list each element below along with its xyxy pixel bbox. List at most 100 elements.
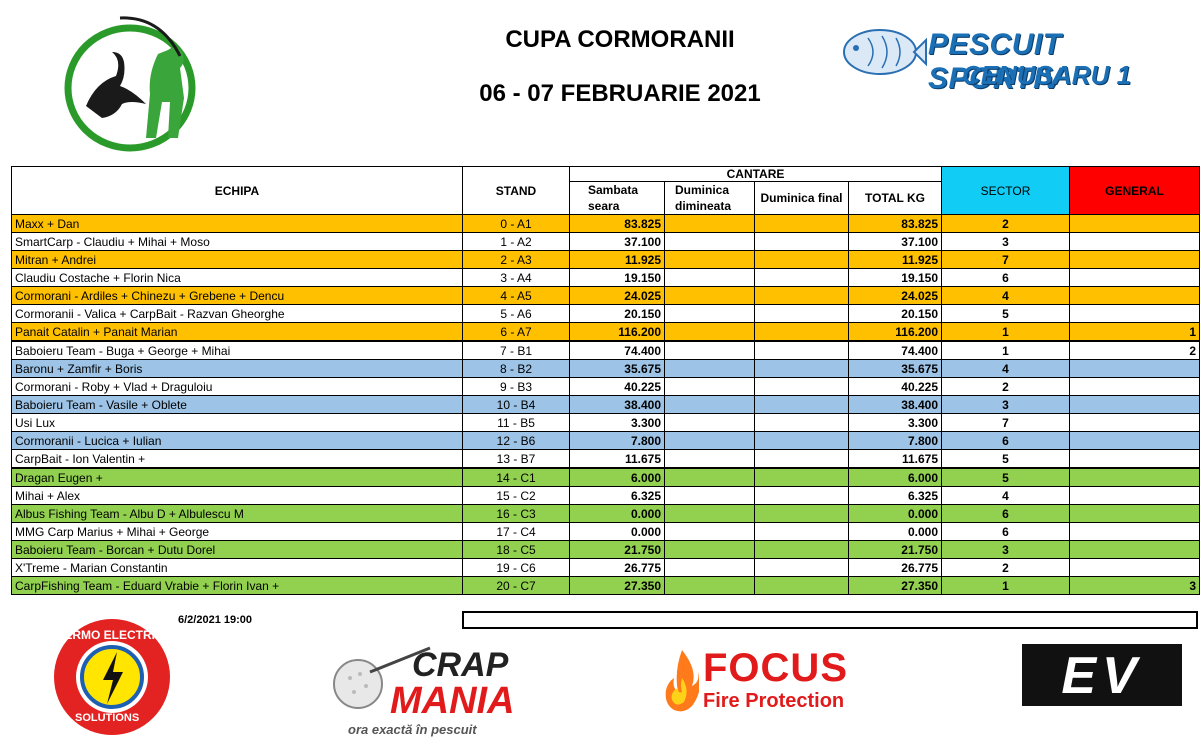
cell-echipa: MMG Carp Marius + Mihai + George: [11, 522, 463, 541]
cell-sector: 1: [941, 322, 1070, 342]
cell-sector: 1: [941, 340, 1070, 360]
results-body: Maxx + Dan 0 - A1 83.825 83.825 2 SmartCarp -…: [11, 214, 1200, 595]
table-row: CarpFishing Team - Eduard Vrabie + Flori…: [11, 576, 1200, 595]
cell-general: [1069, 377, 1200, 396]
cell-general: [1069, 504, 1200, 523]
cell-sambata: 27.350: [569, 576, 665, 595]
cell-sector: 5: [941, 304, 1070, 323]
header-sambata: Sambata seara: [569, 181, 665, 215]
cell-general: [1069, 558, 1200, 577]
cell-duminica-dimineata: [664, 395, 755, 414]
cell-duminica-dimineata: [664, 449, 755, 469]
cell-sector: 2: [941, 214, 1070, 233]
empty-footer-box: [462, 611, 1198, 629]
cell-duminica-final: [754, 395, 849, 414]
sponsor-focus-logo: FOCUS Fire Protection: [665, 646, 895, 718]
cell-echipa: Claudiu Costache + Florin Nica: [11, 268, 463, 287]
termo-top-text: TERMO ELECTRIC: [57, 628, 164, 642]
cell-stand: 3 - A4: [462, 268, 570, 287]
cell-general: [1069, 250, 1200, 269]
cell-total: 38.400: [848, 395, 942, 414]
cell-duminica-dimineata: [664, 431, 755, 450]
cell-duminica-final: [754, 214, 849, 233]
cell-total: 116.200: [848, 322, 942, 342]
cell-sector: 3: [941, 395, 1070, 414]
cell-total: 0.000: [848, 504, 942, 523]
cell-sambata: 35.675: [569, 359, 665, 378]
cell-echipa: Cormoranii - Valica + CarpBait - Razvan …: [11, 304, 463, 323]
cell-duminica-dimineata: [664, 232, 755, 251]
cell-general: [1069, 486, 1200, 505]
cell-sector: 6: [941, 504, 1070, 523]
cell-total: 26.775: [848, 558, 942, 577]
brand-line1: PESCUIT SPORTIV: [928, 28, 1063, 95]
cell-duminica-dimineata: [664, 286, 755, 305]
cell-stand: 18 - C5: [462, 540, 570, 559]
cell-total: 27.350: [848, 576, 942, 595]
cell-stand: 9 - B3: [462, 377, 570, 396]
timestamp: 6/2/2021 19:00: [178, 614, 253, 626]
cell-stand: 11 - B5: [462, 413, 570, 432]
cell-sambata: 38.400: [569, 395, 665, 414]
cell-duminica-final: [754, 232, 849, 251]
cell-stand: 20 - C7: [462, 576, 570, 595]
cell-total: 37.100: [848, 232, 942, 251]
cell-duminica-final: [754, 413, 849, 432]
cell-duminica-dimineata: [664, 340, 755, 360]
cell-sector: 3: [941, 232, 1070, 251]
cell-duminica-dimineata: [664, 214, 755, 233]
cell-duminica-dimineata: [664, 322, 755, 342]
cell-duminica-dimineata: [664, 504, 755, 523]
cell-echipa: Usi Lux: [11, 413, 463, 432]
termo-bottom-text: SOLUTIONS: [75, 712, 140, 724]
cell-sambata: 7.800: [569, 431, 665, 450]
cell-echipa: Cormoranii - Lucica + Iulian: [11, 431, 463, 450]
sponsor-crapmania-logo: CRAP MANIA ora exactă în pescuit: [330, 644, 560, 742]
header-cantare: CANTARE: [569, 166, 942, 182]
cell-duminica-final: [754, 449, 849, 469]
cell-sector: 4: [941, 486, 1070, 505]
cell-sambata: 0.000: [569, 504, 665, 523]
cell-echipa: Mitran + Andrei: [11, 250, 463, 269]
header-stand: STAND: [462, 166, 570, 215]
cell-sector: 6: [941, 268, 1070, 287]
cell-echipa: CarpFishing Team - Eduard Vrabie + Flori…: [11, 576, 463, 595]
cell-duminica-final: [754, 304, 849, 323]
table-row: Claudiu Costache + Florin Nica 3 - A4 19.1…: [11, 268, 1200, 287]
table-row: Baboieru Team - Borcan + Dutu Dorel 18 - …: [11, 540, 1200, 559]
header-general: GENERAL: [1069, 166, 1200, 215]
cell-sector: 6: [941, 522, 1070, 541]
table-row: Mitran + Andrei 2 - A3 11.925 11.925 7: [11, 250, 1200, 269]
results-table: ECHIPA STAND CANTARE SECTOR GENERAL Samb…: [11, 166, 1200, 595]
event-title: CUPA CORMORANII: [505, 26, 735, 53]
table-row: Baboieru Team - Buga + George + Mihai 7 -…: [11, 340, 1200, 360]
cell-stand: 19 - C6: [462, 558, 570, 577]
cell-duminica-final: [754, 250, 849, 269]
cell-echipa: Baboieru Team - Buga + George + Mihai: [11, 340, 463, 360]
club-logo: [50, 10, 215, 155]
cell-stand: 5 - A6: [462, 304, 570, 323]
table-row: X'Treme - Marian Constantin 19 - C6 26.775…: [11, 558, 1200, 577]
cell-stand: 1 - A2: [462, 232, 570, 251]
cell-echipa: Mihai + Alex: [11, 486, 463, 505]
cell-duminica-final: [754, 558, 849, 577]
cell-sector: 7: [941, 250, 1070, 269]
cell-echipa: Baboieru Team - Vasile + Oblete: [11, 395, 463, 414]
table-row: MMG Carp Marius + Mihai + George 17 - C4 0…: [11, 522, 1200, 541]
cell-sambata: 0.000: [569, 522, 665, 541]
cell-stand: 14 - C1: [462, 467, 570, 487]
cell-duminica-dimineata: [664, 576, 755, 595]
cell-total: 11.925: [848, 250, 942, 269]
cell-duminica-final: [754, 486, 849, 505]
cell-general: [1069, 467, 1200, 487]
cell-sambata: 116.200: [569, 322, 665, 342]
cell-duminica-dimineata: [664, 413, 755, 432]
cell-stand: 6 - A7: [462, 322, 570, 342]
cell-sambata: 6.000: [569, 467, 665, 487]
cell-sambata: 83.825: [569, 214, 665, 233]
cell-total: 19.150: [848, 268, 942, 287]
cell-stand: 13 - B7: [462, 449, 570, 469]
cell-general: [1069, 449, 1200, 469]
cell-sambata: 74.400: [569, 340, 665, 360]
cell-total: 6.325: [848, 486, 942, 505]
